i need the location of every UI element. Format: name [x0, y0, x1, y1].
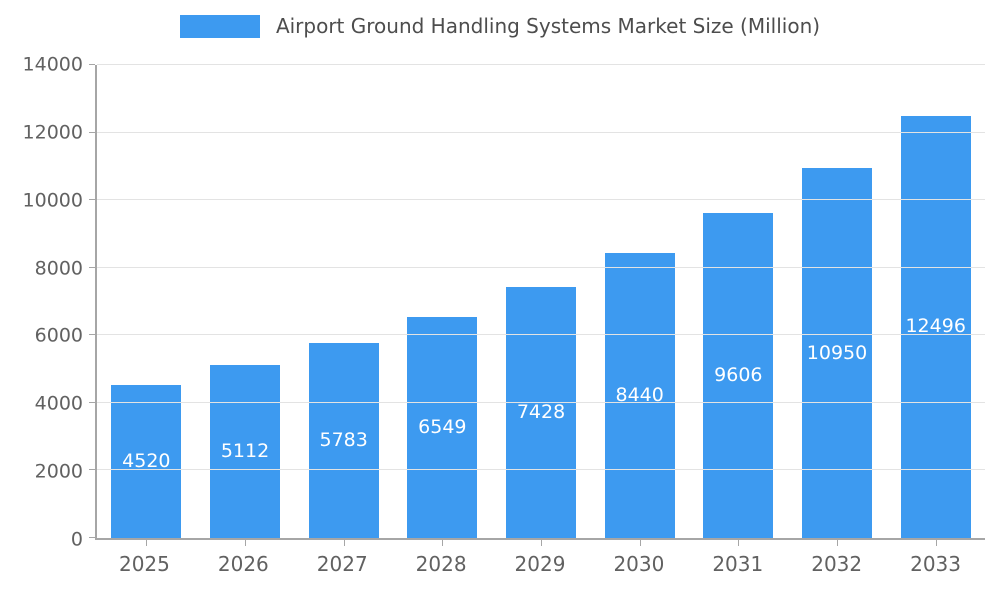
y-axis-tick-label: 2000: [34, 460, 83, 483]
y-tick-mark: [89, 537, 95, 538]
bar-value-label: 5112: [220, 440, 270, 463]
bar-value-label: 4520: [122, 450, 171, 473]
x-axis-tick-label: 2033: [910, 552, 962, 576]
bar-2031: 9606: [703, 213, 774, 538]
y-axis-tick-label: 14000: [22, 53, 83, 76]
x-axis-tick-label: 2029: [514, 552, 566, 576]
x-axis-tick-label: 2031: [712, 552, 764, 576]
x-axis-tick-label: 2032: [811, 552, 863, 576]
bar-slot: 7428: [492, 65, 591, 538]
x-tick-mark: [837, 540, 838, 546]
bar-slot: 12496: [886, 65, 985, 538]
x-tick-mark: [541, 540, 542, 546]
x-tick-mark: [935, 540, 937, 546]
y-axis: 0 2000 4000 6000 8000 10000 12000 14000: [0, 55, 83, 549]
bar-2025: 4520: [111, 385, 182, 538]
bar-slot: 6549: [393, 65, 492, 538]
gridline: [97, 64, 985, 65]
y-tick-mark: [89, 266, 95, 268]
bar-2030: 8440: [604, 252, 675, 538]
bars-layer: 4520 5112 5783 6549 7428 8440 9606 10950 12496: [97, 65, 985, 538]
bar-value-label: 5783: [319, 428, 368, 451]
gridline: [97, 334, 985, 336]
gridline: [97, 266, 985, 268]
y-axis-tick-label: 12000: [22, 121, 83, 144]
x-axis-tick-label: 2028: [415, 552, 467, 576]
plot-area: 4520 5112 5783 6549 7428 8440 9606 10950 12496: [89, 64, 985, 546]
y-axis-tick-label: 4000: [34, 392, 83, 415]
x-axis: 2025 2026 2027 2028 2029 2030 2031 2032 2033: [95, 552, 985, 576]
bar-slot: 8440: [590, 65, 689, 538]
x-tick-mark: [738, 540, 740, 546]
y-axis-tick-label: 8000: [34, 257, 83, 280]
y-axis-tick-label: 0: [70, 528, 83, 551]
bar-slot: 5783: [294, 65, 393, 538]
gridline: [97, 469, 985, 471]
chart-legend: Airport Ground Handling Systems Market S…: [0, 14, 1000, 38]
y-tick-mark: [89, 334, 95, 336]
gridline: [97, 401, 985, 403]
gridline: [97, 131, 985, 133]
bar-2033: 12496: [900, 115, 971, 538]
bar-value-label: 7428: [516, 401, 566, 424]
x-tick-mark: [244, 540, 246, 546]
bar-2029: 7428: [506, 287, 577, 538]
x-axis-tick-label: 2027: [316, 552, 368, 576]
bar-2027: 5783: [308, 342, 379, 538]
legend-swatch-icon: [179, 14, 260, 38]
bar-2026: 5112: [210, 365, 280, 538]
bar-slot: 4520: [97, 65, 196, 538]
bar-slot: 9606: [689, 65, 788, 538]
x-axis-tick-label: 2030: [613, 552, 665, 576]
bar-2032: 10950: [802, 168, 873, 538]
x-tick-mark: [343, 540, 345, 546]
bar-value-label: 12496: [905, 315, 966, 338]
bar-slot: 5112: [196, 65, 295, 538]
bar-2028: 6549: [407, 316, 478, 538]
chart-title: Airport Ground Handling Systems Market S…: [275, 14, 821, 38]
bar-value-label: 9606: [714, 364, 763, 387]
y-axis-tick-label: 10000: [22, 189, 83, 212]
y-tick-mark: [89, 131, 95, 133]
bar-value-label: 10950: [806, 341, 868, 364]
bar-slot: 10950: [788, 65, 887, 538]
y-tick-mark: [89, 401, 95, 403]
y-tick-mark: [89, 199, 95, 201]
bar-value-label: 8440: [615, 383, 664, 406]
x-tick-mark: [639, 540, 641, 546]
y-tick-mark: [89, 469, 95, 471]
x-tick-mark: [146, 540, 148, 546]
gridline: [97, 199, 985, 201]
x-axis-tick-label: 2025: [118, 552, 170, 576]
bar-value-label: 6549: [418, 415, 467, 438]
x-axis-tick-label: 2026: [217, 552, 269, 576]
y-axis-tick-label: 6000: [34, 324, 83, 347]
y-tick-mark: [89, 64, 95, 65]
x-tick-mark: [442, 540, 444, 546]
